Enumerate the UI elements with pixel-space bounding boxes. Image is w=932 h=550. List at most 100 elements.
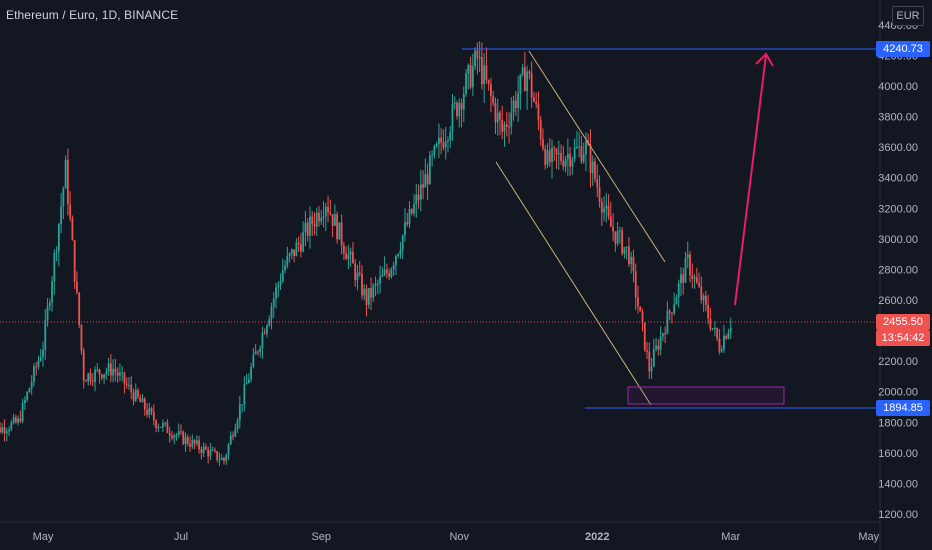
candle-body (729, 327, 732, 333)
candle-body (684, 257, 687, 283)
candle-body (494, 103, 497, 123)
candle-body (700, 286, 703, 301)
candle-body (691, 275, 694, 279)
price-axis[interactable]: 1200.00 1400.00 1600.00 1800.00 2000.00 2200.… (878, 20, 918, 521)
candle-body (220, 457, 223, 460)
candle-body (449, 131, 452, 140)
candle-body (365, 288, 368, 305)
candle-body (496, 112, 499, 123)
candle-body (3, 427, 6, 434)
candle-body (8, 429, 10, 432)
candle-body (60, 206, 62, 225)
candle-body (141, 398, 144, 403)
candle-body (711, 328, 714, 330)
currency-button[interactable]: EUR (892, 6, 924, 26)
candle-body (677, 283, 680, 298)
candle-body (462, 93, 465, 110)
candle-body (356, 272, 359, 281)
candle-body (704, 295, 707, 305)
candle-body (109, 363, 112, 376)
candle-body (413, 204, 415, 214)
candle-body (428, 155, 431, 185)
candle-body (390, 269, 393, 277)
candle-body (682, 274, 685, 283)
candle-body (578, 146, 581, 148)
candle-body (119, 372, 121, 376)
candle-body (526, 71, 529, 92)
candle-body (42, 349, 44, 358)
candle-body (155, 420, 158, 428)
candle-body (639, 306, 642, 312)
candle-body (189, 444, 191, 447)
candle-body (530, 73, 533, 98)
time-tick-label: Nov (449, 531, 469, 543)
candle-body (528, 71, 531, 74)
candle-body (596, 178, 599, 188)
candle-body (329, 212, 332, 215)
chart-title: Ethereum / Euro, 1D, BINANCE (6, 8, 179, 22)
candle-body (551, 147, 553, 163)
candle-body (311, 216, 314, 225)
candle-body (623, 247, 626, 254)
candle-body (537, 103, 540, 121)
candle-body (53, 252, 56, 282)
resistance-price-label: 4240.73 (876, 41, 930, 57)
projection-arrow-head (755, 52, 774, 67)
candle-body (320, 217, 323, 222)
candle-body (693, 277, 696, 279)
candle-body (259, 348, 262, 352)
candle-body (478, 56, 481, 59)
candle-body (648, 351, 651, 372)
last-price-label: 2455.50 (876, 314, 930, 330)
candle-body (21, 402, 24, 422)
candle-body (594, 161, 596, 179)
time-axis[interactable]: May Jul Sep Nov 2022 Mar May (33, 531, 880, 543)
candle-body (562, 161, 565, 167)
price-tick-label: 1800.00 (878, 417, 918, 429)
candle-body (442, 142, 445, 148)
candle-body (456, 102, 458, 117)
candle-body (340, 222, 343, 246)
candle-body (664, 333, 667, 335)
candle-body (162, 423, 164, 428)
candle-body (707, 304, 710, 319)
candle-body (139, 397, 142, 403)
time-tick-label: May (858, 531, 879, 543)
candle-body (281, 270, 284, 282)
candle-body (625, 246, 628, 248)
candle-body (227, 444, 230, 456)
price-tick-label: 1400.00 (878, 478, 918, 490)
price-tick-label: 2000.00 (878, 387, 918, 399)
candle-body (96, 369, 99, 371)
candle-body (447, 139, 449, 142)
time-tick-label: 2022 (585, 531, 609, 543)
candle-body (159, 427, 162, 429)
candle-body (66, 159, 69, 205)
candle-body (458, 103, 461, 117)
candle-body (347, 254, 350, 260)
candle-body (46, 306, 49, 320)
candle-body (105, 371, 108, 375)
candle-body (680, 274, 682, 284)
channel-upper-line (528, 50, 666, 263)
candle-body (542, 139, 544, 149)
candle-body (727, 332, 730, 339)
price-tick-label: 2800.00 (878, 264, 918, 276)
candle-body (514, 100, 517, 109)
price-tick-label: 4000.00 (878, 81, 918, 93)
candle-body (641, 311, 644, 323)
candle-body (263, 332, 266, 334)
candle-body (157, 427, 160, 429)
candle-body (216, 451, 219, 460)
candle-body (293, 249, 296, 257)
candle-body (637, 297, 639, 307)
candle-body (557, 153, 560, 155)
countdown-label: 13:54:42 (876, 330, 930, 346)
candle-body (123, 372, 126, 384)
candle-body (130, 384, 133, 393)
candle-body (634, 271, 637, 298)
candle-body (204, 446, 207, 450)
candle-body (229, 435, 232, 445)
candle-body (150, 408, 153, 413)
